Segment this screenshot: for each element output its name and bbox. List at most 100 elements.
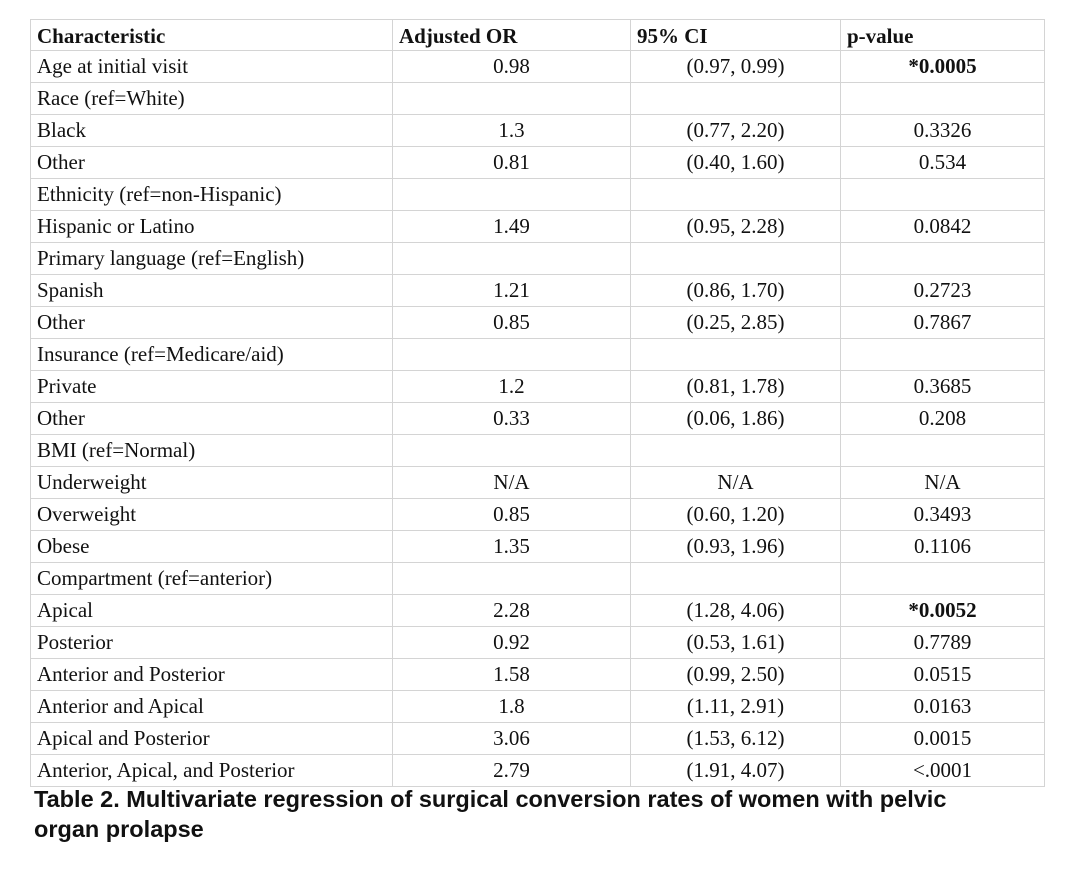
table-row: Posterior 0.92 (0.53, 1.61) 0.7789 <box>30 626 1045 659</box>
cell-95-ci <box>630 242 841 275</box>
table-row: Ethnicity (ref=non-Hispanic) <box>30 178 1045 211</box>
cell-adjusted-or: 1.49 <box>392 210 631 243</box>
table-row: Apical and Posterior 3.06 (1.53, 6.12) 0.00… <box>30 722 1045 755</box>
table-row: Compartment (ref=anterior) <box>30 562 1045 595</box>
cell-adjusted-or: 3.06 <box>392 722 631 755</box>
cell-adjusted-or <box>392 562 631 595</box>
cell-95-ci <box>630 562 841 595</box>
cell-adjusted-or: N/A <box>392 466 631 499</box>
cell-p-value: 0.534 <box>840 146 1045 179</box>
cell-characteristic: Race (ref=White) <box>30 82 393 115</box>
cell-adjusted-or <box>392 242 631 275</box>
cell-characteristic: Other <box>30 146 393 179</box>
table-row: BMI (ref=Normal) <box>30 434 1045 467</box>
cell-characteristic: Obese <box>30 530 393 563</box>
cell-characteristic: Posterior <box>30 626 393 659</box>
cell-p-value: *0.0005 <box>840 50 1045 83</box>
table-row: Apical 2.28 (1.28, 4.06) *0.0052 <box>30 594 1045 627</box>
cell-adjusted-or <box>392 82 631 115</box>
cell-characteristic: Overweight <box>30 498 393 531</box>
table-row: Hispanic or Latino 1.49 (0.95, 2.28) 0.0842 <box>30 210 1045 243</box>
cell-adjusted-or: 1.8 <box>392 690 631 723</box>
cell-p-value: N/A <box>840 466 1045 499</box>
cell-characteristic: Other <box>30 306 393 339</box>
cell-adjusted-or: 1.3 <box>392 114 631 147</box>
cell-95-ci: (0.95, 2.28) <box>630 210 841 243</box>
cell-95-ci: (0.77, 2.20) <box>630 114 841 147</box>
cell-characteristic: Hispanic or Latino <box>30 210 393 243</box>
cell-95-ci: (1.53, 6.12) <box>630 722 841 755</box>
table-header: Characteristic Adjusted OR 95% CI p-valu… <box>30 19 1045 51</box>
header-characteristic: Characteristic <box>30 19 393 51</box>
cell-characteristic: Compartment (ref=anterior) <box>30 562 393 595</box>
cell-95-ci: (1.11, 2.91) <box>630 690 841 723</box>
cell-95-ci: (0.86, 1.70) <box>630 274 841 307</box>
header-p-value: p-value <box>840 19 1045 51</box>
cell-p-value: 0.7867 <box>840 306 1045 339</box>
table-row: Underweight N/A N/A N/A <box>30 466 1045 499</box>
cell-p-value <box>840 178 1045 211</box>
cell-p-value: 0.3493 <box>840 498 1045 531</box>
cell-adjusted-or <box>392 434 631 467</box>
table-row: Age at initial visit 0.98 (0.97, 0.99) *0.0… <box>30 50 1045 83</box>
cell-adjusted-or: 0.92 <box>392 626 631 659</box>
cell-p-value: *0.0052 <box>840 594 1045 627</box>
cell-characteristic: Age at initial visit <box>30 50 393 83</box>
header-adjusted-or: Adjusted OR <box>392 19 631 51</box>
cell-adjusted-or: 2.79 <box>392 754 631 787</box>
cell-95-ci <box>630 434 841 467</box>
cell-p-value <box>840 562 1045 595</box>
cell-characteristic: BMI (ref=Normal) <box>30 434 393 467</box>
caption-line-2: organ prolapse <box>34 816 204 842</box>
cell-95-ci: (0.40, 1.60) <box>630 146 841 179</box>
caption-line-1: Table 2. Multivariate regression of surg… <box>34 786 947 812</box>
cell-adjusted-or: 0.33 <box>392 402 631 435</box>
cell-adjusted-or: 0.85 <box>392 306 631 339</box>
cell-95-ci: (0.60, 1.20) <box>630 498 841 531</box>
table-row: Anterior, Apical, and Posterior 2.79 (1.91… <box>30 754 1045 787</box>
cell-p-value <box>840 82 1045 115</box>
table-row: Insurance (ref=Medicare/aid) <box>30 338 1045 371</box>
cell-95-ci <box>630 178 841 211</box>
cell-characteristic: Other <box>30 402 393 435</box>
cell-95-ci: (0.53, 1.61) <box>630 626 841 659</box>
cell-95-ci: (0.81, 1.78) <box>630 370 841 403</box>
cell-p-value: 0.0515 <box>840 658 1045 691</box>
cell-characteristic: Anterior and Posterior <box>30 658 393 691</box>
regression-table: Characteristic Adjusted OR 95% CI p-valu… <box>30 19 1045 787</box>
cell-95-ci: N/A <box>630 466 841 499</box>
cell-characteristic: Underweight <box>30 466 393 499</box>
cell-characteristic: Anterior, Apical, and Posterior <box>30 754 393 787</box>
cell-95-ci <box>630 338 841 371</box>
cell-p-value: 0.0163 <box>840 690 1045 723</box>
cell-p-value: 0.7789 <box>840 626 1045 659</box>
table-row: Anterior and Posterior 1.58 (0.99, 2.50) 0.… <box>30 658 1045 691</box>
results-table-container: Characteristic Adjusted OR 95% CI p-valu… <box>30 19 1045 787</box>
cell-p-value: 0.3326 <box>840 114 1045 147</box>
table-row: Overweight 0.85 (0.60, 1.20) 0.3493 <box>30 498 1045 531</box>
cell-characteristic: Insurance (ref=Medicare/aid) <box>30 338 393 371</box>
cell-p-value <box>840 338 1045 371</box>
table-caption: Table 2. Multivariate regression of surg… <box>34 784 1054 844</box>
table-row: Other 0.85 (0.25, 2.85) 0.7867 <box>30 306 1045 339</box>
cell-95-ci <box>630 82 841 115</box>
table-row: Race (ref=White) <box>30 82 1045 115</box>
table-row: Anterior and Apical 1.8 (1.11, 2.91) 0.0163 <box>30 690 1045 723</box>
cell-95-ci: (0.99, 2.50) <box>630 658 841 691</box>
table-row: Obese 1.35 (0.93, 1.96) 0.1106 <box>30 530 1045 563</box>
cell-characteristic: Apical and Posterior <box>30 722 393 755</box>
header-row: Characteristic Adjusted OR 95% CI p-valu… <box>30 19 1045 51</box>
cell-p-value <box>840 242 1045 275</box>
cell-characteristic: Primary language (ref=English) <box>30 242 393 275</box>
cell-p-value <box>840 434 1045 467</box>
table-row: Spanish 1.21 (0.86, 1.70) 0.2723 <box>30 274 1045 307</box>
cell-characteristic: Anterior and Apical <box>30 690 393 723</box>
cell-adjusted-or: 1.21 <box>392 274 631 307</box>
cell-adjusted-or: 1.35 <box>392 530 631 563</box>
table-body: Age at initial visit 0.98 (0.97, 0.99) *0.0… <box>30 50 1045 787</box>
cell-95-ci: (0.25, 2.85) <box>630 306 841 339</box>
table-row: Black 1.3 (0.77, 2.20) 0.3326 <box>30 114 1045 147</box>
cell-p-value: 0.0015 <box>840 722 1045 755</box>
cell-characteristic: Black <box>30 114 393 147</box>
cell-95-ci: (0.97, 0.99) <box>630 50 841 83</box>
